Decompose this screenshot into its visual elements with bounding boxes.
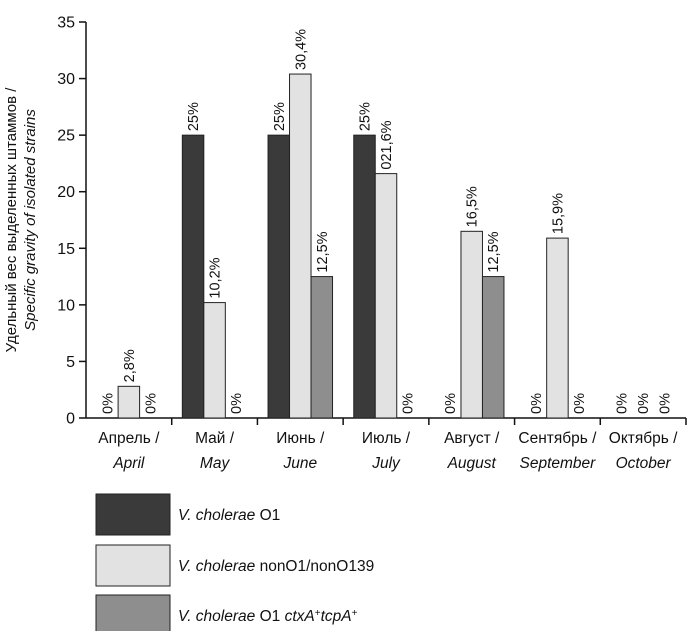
x-category-label-en: April xyxy=(112,455,145,472)
data-label: 0% xyxy=(143,393,159,414)
y-tick-label: 5 xyxy=(66,354,75,371)
bar xyxy=(460,230,483,419)
data-label: 16,5% xyxy=(465,186,481,227)
y-axis-title: Удельный вес выделенных штаммов / xyxy=(3,87,20,353)
legend-entry-part: ctxA xyxy=(285,608,315,625)
data-label: 0% xyxy=(401,393,417,414)
x-category-label: Сентябрь / xyxy=(518,430,597,447)
legend-entry-part: V. cholerae xyxy=(178,558,256,575)
y-tick-label: 15 xyxy=(57,241,75,258)
data-label: 15,9% xyxy=(550,193,566,234)
bar xyxy=(181,134,205,419)
y-tick-label: 35 xyxy=(57,15,75,32)
x-category-label: Июнь / xyxy=(276,430,325,447)
bar xyxy=(203,302,226,419)
x-category-label: Июль / xyxy=(362,430,411,447)
bar xyxy=(353,134,376,419)
data-label: 0% xyxy=(100,393,116,414)
y-tick-label: 20 xyxy=(57,184,75,201)
bar xyxy=(546,237,569,419)
legend-swatch xyxy=(95,544,171,587)
data-label: 0% xyxy=(615,393,631,414)
y-tick-label: 30 xyxy=(57,71,75,88)
data-label: 10,2% xyxy=(208,257,224,298)
data-label: 25% xyxy=(186,102,202,131)
data-label: 0% xyxy=(443,393,459,414)
x-category-label-en: July xyxy=(371,455,401,472)
x-category-label-en: June xyxy=(282,455,317,472)
x-category-label: Август / xyxy=(444,430,500,447)
y-tick-label: 0 xyxy=(66,411,75,428)
legend-entry: V. cholerae O1 xyxy=(178,507,280,524)
data-label: 2,8% xyxy=(122,349,138,382)
bar xyxy=(117,385,141,419)
bar xyxy=(374,173,398,419)
x-category-label-en: October xyxy=(616,455,672,472)
data-label: 25% xyxy=(358,102,374,131)
data-label: 12,5% xyxy=(315,231,331,272)
y-tick-label: 25 xyxy=(57,128,75,145)
x-category-label: Октябрь / xyxy=(609,430,678,447)
data-label: 0% xyxy=(572,393,588,414)
data-label: 0% xyxy=(229,393,245,414)
x-category-label-en: September xyxy=(520,455,597,472)
bar xyxy=(481,276,505,419)
legend-swatch xyxy=(95,493,171,536)
y-tick-label: 10 xyxy=(57,297,75,314)
data-label: 0% xyxy=(636,393,652,414)
legend-entry-part: + xyxy=(315,608,321,619)
legend-entry-part: V. cholerae xyxy=(178,507,256,524)
data-label: 12,5% xyxy=(486,231,502,272)
legend-swatch xyxy=(95,594,171,631)
x-category-label-en: August xyxy=(447,455,497,472)
bar xyxy=(310,276,334,419)
data-label: 021,6% xyxy=(379,120,395,169)
legend-entry-part: V. cholerae xyxy=(178,608,256,625)
data-label: 0% xyxy=(529,393,545,414)
bar xyxy=(267,134,291,419)
legend-entry-part: O1 xyxy=(255,507,280,524)
legend-entry-part: tcpA xyxy=(321,608,352,625)
x-category-label-en: May xyxy=(200,455,231,472)
data-label: 25% xyxy=(272,102,288,131)
legend-entry-part: nonO1/nonO139 xyxy=(255,558,374,575)
data-label: 30,4% xyxy=(293,29,309,70)
legend-entry-part: + xyxy=(352,608,358,619)
x-category-label: Апрель / xyxy=(98,430,160,447)
y-axis-title-en: Specific gravity of isolated strains xyxy=(22,109,39,331)
bar xyxy=(289,73,312,419)
x-category-label: Май / xyxy=(195,430,235,447)
legend-entry-part: O1 xyxy=(255,608,284,625)
legend-entry: V. cholerae O1 ctxA+tcpA+ xyxy=(178,608,358,626)
data-label: 0% xyxy=(658,393,674,414)
legend-entry: V. cholerae nonO1/nonO139 xyxy=(178,558,374,575)
